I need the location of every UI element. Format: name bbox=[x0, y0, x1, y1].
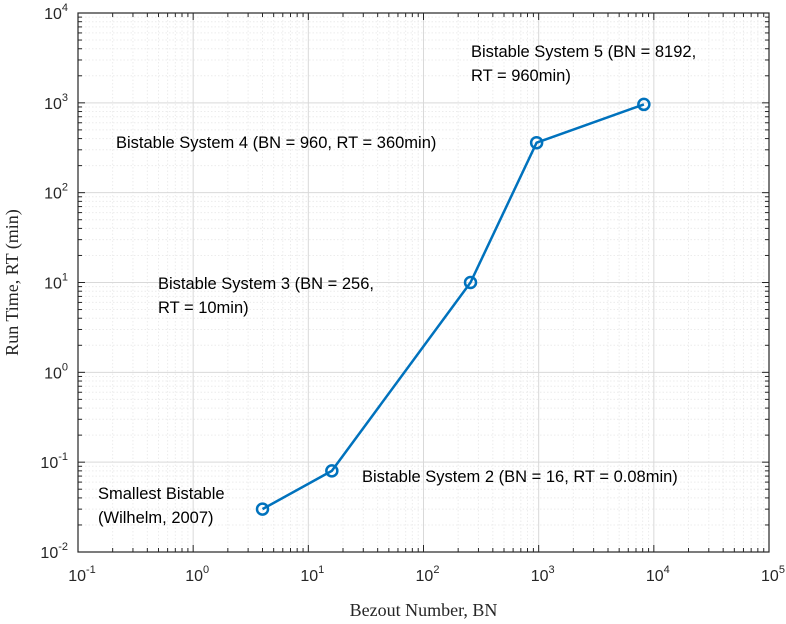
x-tick-labels: 10-1 100 101 102 103 104 105 bbox=[68, 564, 785, 585]
x-tick-label: 105 bbox=[761, 564, 785, 585]
x-tick-label: 100 bbox=[185, 564, 209, 585]
x-tick-label: 103 bbox=[531, 564, 555, 585]
y-tick-label: 10-1 bbox=[40, 451, 68, 472]
x-tick-label: 102 bbox=[416, 564, 440, 585]
annotation-label: RT = 960min) bbox=[471, 67, 571, 85]
y-tick-labels: 10-2 10-1 100 101 102 103 104 bbox=[40, 2, 68, 562]
x-axis-title: Bezout Number, BN bbox=[350, 600, 498, 620]
annotation-label: Bistable System 5 (BN = 8192, bbox=[471, 43, 696, 61]
data-point-marker bbox=[463, 275, 478, 290]
y-tick-label: 101 bbox=[44, 272, 68, 293]
y-tick-label: 103 bbox=[44, 92, 68, 113]
x-tick-label: 104 bbox=[646, 564, 670, 585]
data-point-marker bbox=[325, 464, 339, 478]
y-tick-label: 104 bbox=[44, 2, 68, 23]
y-tick-label: 10-2 bbox=[40, 541, 68, 562]
annotation-label: RT = 10min) bbox=[158, 299, 249, 317]
y-axis-title: Run Time, RT (min) bbox=[2, 209, 23, 356]
annotation-label: Bistable System 2 (BN = 16, RT = 0.08min… bbox=[362, 468, 678, 486]
y-tick-label: 102 bbox=[44, 182, 68, 203]
tick-marks bbox=[77, 13, 769, 553]
annotation-label: Smallest Bistable bbox=[98, 485, 225, 503]
data-point-marker bbox=[637, 97, 651, 112]
annotation-label: (Wilhelm, 2007) bbox=[98, 509, 214, 527]
data-point-marker bbox=[529, 135, 544, 150]
x-tick-label: 10-1 bbox=[68, 564, 96, 585]
annotations: Smallest Bistable (Wilhelm, 2007) Bistable… bbox=[98, 43, 696, 527]
y-tick-label: 100 bbox=[44, 361, 68, 382]
annotation-label: Bistable System 4 (BN = 960, RT = 360min… bbox=[116, 134, 436, 152]
x-tick-label: 101 bbox=[300, 564, 324, 585]
annotation-label: Bistable System 3 (BN = 256, bbox=[158, 275, 374, 293]
series-line bbox=[261, 103, 645, 511]
series bbox=[255, 97, 651, 516]
data-point-marker bbox=[255, 502, 270, 516]
